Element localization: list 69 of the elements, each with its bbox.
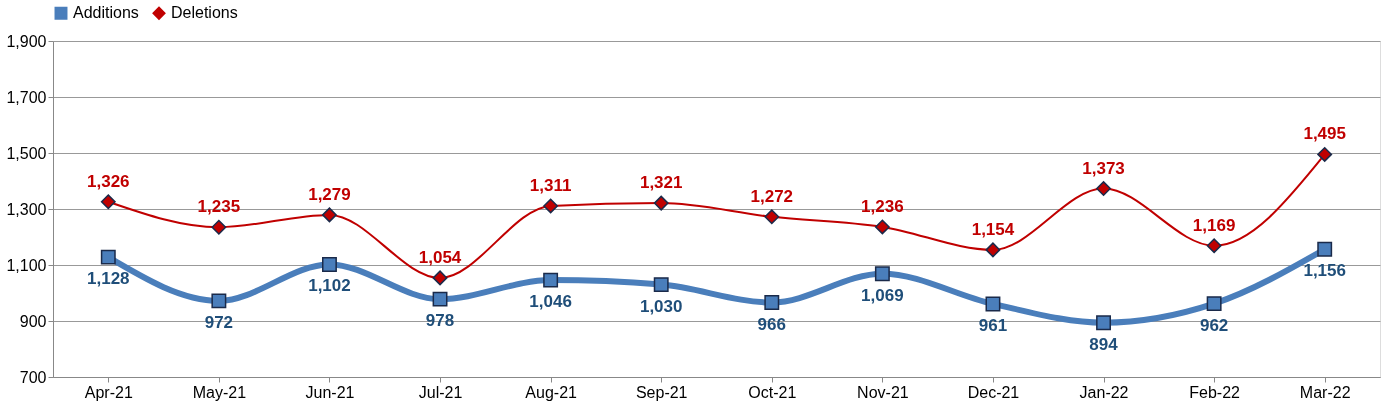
point bbox=[100, 194, 116, 210]
point bbox=[432, 291, 448, 307]
point bbox=[764, 295, 780, 310]
point bbox=[1206, 238, 1222, 254]
data-label: 1,272 bbox=[750, 186, 794, 206]
point bbox=[211, 293, 227, 309]
data-label: 1,236 bbox=[861, 196, 904, 216]
y-tick-label: 1,100 bbox=[6, 256, 47, 274]
x-tick-label: Jul-21 bbox=[418, 383, 463, 401]
x-tick-label: Jan-22 bbox=[1079, 383, 1129, 401]
data-label: 961 bbox=[978, 315, 1008, 335]
data-label: 1,046 bbox=[529, 292, 572, 312]
y-tick-label: 1,900 bbox=[6, 32, 47, 50]
point bbox=[653, 195, 669, 211]
x-tick-label: Feb-22 bbox=[1189, 383, 1241, 401]
point bbox=[322, 256, 337, 272]
point bbox=[1096, 315, 1111, 331]
point bbox=[211, 219, 227, 235]
data-label: 1,326 bbox=[87, 171, 130, 191]
data-label: 1,156 bbox=[1303, 261, 1346, 281]
y-tick-label: 900 bbox=[19, 312, 47, 330]
point bbox=[653, 277, 669, 293]
point bbox=[322, 207, 337, 223]
x-tick-label: Apr-21 bbox=[84, 383, 133, 401]
point bbox=[1317, 146, 1333, 162]
data-label: 978 bbox=[425, 311, 455, 331]
data-label: 894 bbox=[1089, 334, 1119, 354]
point bbox=[543, 198, 559, 214]
data-label: 1,311 bbox=[529, 175, 572, 195]
data-label: 972 bbox=[204, 312, 234, 332]
point bbox=[874, 266, 890, 282]
x-tick-label: Sep-21 bbox=[635, 383, 688, 401]
data-label: 1,102 bbox=[308, 276, 351, 296]
point bbox=[764, 209, 780, 225]
data-label: 1,054 bbox=[418, 247, 462, 267]
legend-label: Deletions bbox=[171, 4, 238, 22]
point bbox=[985, 296, 1001, 312]
data-label: 1,128 bbox=[87, 269, 130, 289]
point bbox=[985, 242, 1001, 258]
x-tick-label: Oct-21 bbox=[748, 383, 797, 401]
y-tick-label: 1,500 bbox=[6, 144, 47, 162]
data-label: 1,279 bbox=[308, 184, 351, 204]
data-label: 1,235 bbox=[197, 197, 241, 217]
data-label: 1,030 bbox=[639, 296, 683, 316]
y-tick-label: 700 bbox=[19, 368, 47, 386]
point bbox=[874, 219, 890, 235]
x-tick-label: Dec-21 bbox=[967, 383, 1020, 401]
x-tick-label: Mar-22 bbox=[1299, 383, 1351, 401]
x-tick-label: Nov-21 bbox=[857, 383, 909, 401]
data-label: 1,154 bbox=[971, 219, 1015, 239]
data-label: 1,373 bbox=[1082, 158, 1125, 178]
legend-label: Additions bbox=[73, 4, 139, 22]
y-tick-label: 1,300 bbox=[6, 200, 47, 218]
point bbox=[1206, 296, 1222, 312]
point bbox=[100, 249, 116, 265]
x-tick-label: May-21 bbox=[192, 383, 247, 401]
data-label: 966 bbox=[757, 314, 786, 334]
data-label: 1,169 bbox=[1192, 215, 1236, 235]
data-label: 1,069 bbox=[861, 285, 904, 305]
x-tick-label: Jun-21 bbox=[305, 383, 355, 401]
x-tick-label: Aug-21 bbox=[525, 383, 578, 401]
point bbox=[543, 272, 559, 288]
y-tick-label: 1,700 bbox=[6, 88, 47, 106]
point bbox=[432, 270, 448, 286]
point bbox=[1317, 241, 1333, 257]
data-label: 1,495 bbox=[1303, 124, 1346, 144]
data-label: 962 bbox=[1199, 315, 1229, 335]
point bbox=[1096, 181, 1111, 197]
data-label: 1,321 bbox=[639, 173, 683, 193]
